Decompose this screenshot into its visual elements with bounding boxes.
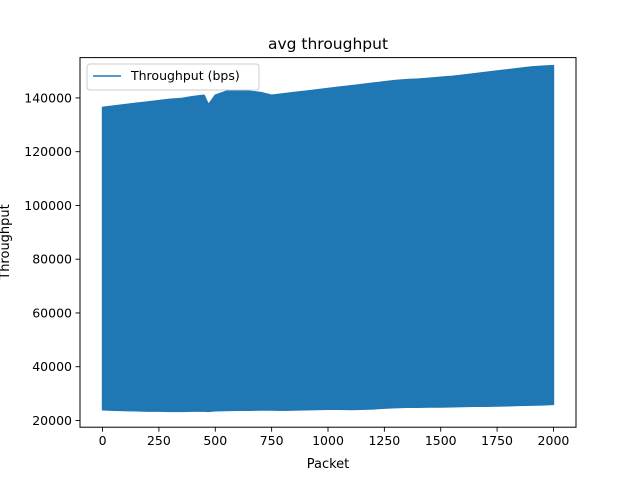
x-tick-label: 250	[147, 433, 171, 448]
y-tick-label: 40000	[32, 359, 72, 374]
y-tick-label: 80000	[32, 252, 72, 267]
y-tick-label: 20000	[32, 413, 72, 428]
x-tick-label: 1750	[481, 433, 513, 448]
x-axis: 0 250 500 750 1000 1250 1500 1750 2000	[99, 427, 570, 448]
x-tick-label: 500	[203, 433, 227, 448]
x-tick-label: 1250	[368, 433, 400, 448]
series-band-0	[101, 64, 555, 413]
chart-title: avg throughput	[268, 35, 388, 53]
x-tick-label: 0	[99, 433, 107, 448]
legend-box	[86, 63, 260, 91]
legend: Throughput (bps)	[86, 63, 260, 91]
y-tick-label: 120000	[24, 144, 72, 159]
x-axis-label: Packet	[307, 457, 350, 472]
y-tick-label: 140000	[24, 90, 72, 105]
x-tick-label: 750	[260, 433, 284, 448]
y-tick-label: 60000	[32, 305, 72, 320]
y-tick-label: 100000	[24, 198, 72, 213]
x-tick-label: 1000	[312, 433, 344, 448]
y-axis: 20000 40000 60000 80000 100000 120000 140000	[24, 90, 80, 428]
y-axis-label: Throughput	[0, 204, 13, 281]
legend-entry-label: Throughput (bps)	[130, 68, 240, 83]
x-tick-label: 1500	[425, 433, 457, 448]
x-tick-label: 2000	[538, 433, 570, 448]
